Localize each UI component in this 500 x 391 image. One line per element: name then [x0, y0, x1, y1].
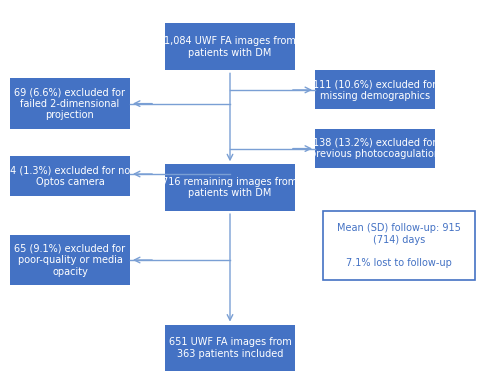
- FancyBboxPatch shape: [10, 78, 130, 129]
- FancyBboxPatch shape: [10, 156, 130, 196]
- FancyBboxPatch shape: [165, 23, 295, 70]
- FancyBboxPatch shape: [10, 235, 130, 285]
- Text: 69 (6.6%) excluded for
failed 2-dimensional
projection: 69 (6.6%) excluded for failed 2-dimensio…: [14, 87, 126, 120]
- Text: 651 UWF FA images from
363 patients included: 651 UWF FA images from 363 patients incl…: [168, 337, 292, 359]
- Text: 111 (10.6%) excluded for
missing demographics: 111 (10.6%) excluded for missing demogra…: [314, 79, 436, 101]
- FancyBboxPatch shape: [165, 164, 295, 211]
- Text: 716 remaining images from
patients with DM: 716 remaining images from patients with …: [162, 177, 298, 199]
- Text: 1,084 UWF FA images from
patients with DM: 1,084 UWF FA images from patients with D…: [164, 36, 296, 58]
- FancyBboxPatch shape: [315, 129, 435, 168]
- FancyBboxPatch shape: [165, 325, 295, 371]
- Text: 65 (9.1%) excluded for
poor-quality or media
opacity: 65 (9.1%) excluded for poor-quality or m…: [14, 244, 126, 276]
- Text: Mean (SD) follow-up: 915
(714) days

7.1% lost to follow-up: Mean (SD) follow-up: 915 (714) days 7.1%…: [337, 223, 460, 268]
- Text: 14 (1.3%) excluded for non
Optos camera: 14 (1.3%) excluded for non Optos camera: [4, 165, 136, 187]
- FancyBboxPatch shape: [315, 70, 435, 109]
- Text: 138 (13.2%) excluded for
previous photocoagulation: 138 (13.2%) excluded for previous photoc…: [310, 138, 440, 160]
- FancyBboxPatch shape: [322, 211, 475, 280]
